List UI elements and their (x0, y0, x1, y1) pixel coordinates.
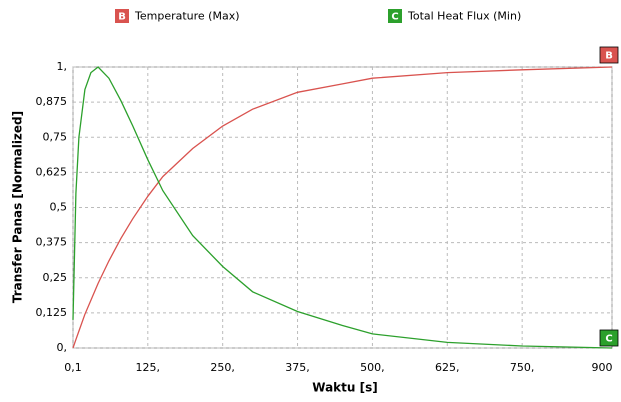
x-tick-label: 500, (360, 361, 385, 374)
x-tick-label: 250, (210, 361, 235, 374)
end-tag: C (605, 334, 612, 345)
end-tag-box (599, 46, 619, 64)
y-tick-label: 0, (57, 341, 68, 354)
series-line (72, 66, 613, 349)
end-tag-box (599, 329, 619, 347)
legend-label: Total Heat Flux (Min) (407, 10, 521, 23)
x-tick-label: 750, (510, 361, 535, 374)
y-tick-label: 0,875 (36, 95, 68, 108)
x-tick-label: 375, (285, 361, 310, 374)
y-tick-label: 0,625 (36, 165, 68, 178)
y-tick-label: 0,125 (36, 306, 68, 319)
legend-tag: B (118, 12, 126, 23)
legend-tag: C (391, 12, 398, 23)
y-tick-label: 0,75 (43, 130, 68, 143)
y-axis-label: Transfer Panas [Normalized] (11, 111, 25, 303)
y-tick-label: 1, (57, 60, 68, 73)
x-axis-label: Waktu [s] (312, 381, 377, 395)
series-line (72, 66, 613, 349)
y-tick-label: 0,375 (36, 236, 68, 249)
y-tick-label: 0,25 (43, 271, 68, 284)
x-tick-label: 625, (435, 361, 460, 374)
x-tick-label: 125, (136, 361, 161, 374)
y-tick-label: 0,5 (50, 201, 68, 214)
legend-label: Temperature (Max) (134, 10, 240, 23)
x-tick-label: 0,1 (64, 361, 82, 374)
end-tag: B (605, 51, 613, 62)
legend-swatch (115, 9, 129, 23)
x-tick-label: 900 (592, 361, 613, 374)
legend-swatch (388, 9, 402, 23)
